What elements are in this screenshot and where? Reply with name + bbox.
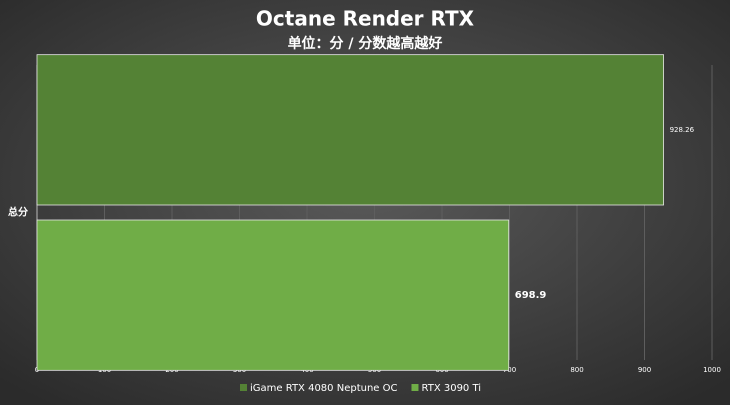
y-tick-label: 总分 [8, 206, 28, 219]
x-tick-label: 900 [638, 366, 651, 374]
legend-swatch [240, 384, 247, 391]
bar [36, 54, 664, 206]
x-tick-label: 700 [503, 366, 516, 374]
legend-swatch [411, 384, 419, 391]
legend-label: RTX 3090 Ti [421, 383, 481, 394]
bar [36, 219, 510, 371]
data-label: 928.26 [670, 126, 695, 134]
data-label: 698.9 [515, 290, 547, 301]
chart-subtitle: 单位：分 / 分数越高越好 [288, 35, 443, 52]
chart-title: Octane Render RTX [256, 7, 475, 31]
legend-label: iGame RTX 4080 Neptune OC [250, 383, 397, 394]
x-tick-label: 1000 [703, 366, 721, 374]
x-tick-label: 800 [570, 366, 583, 374]
